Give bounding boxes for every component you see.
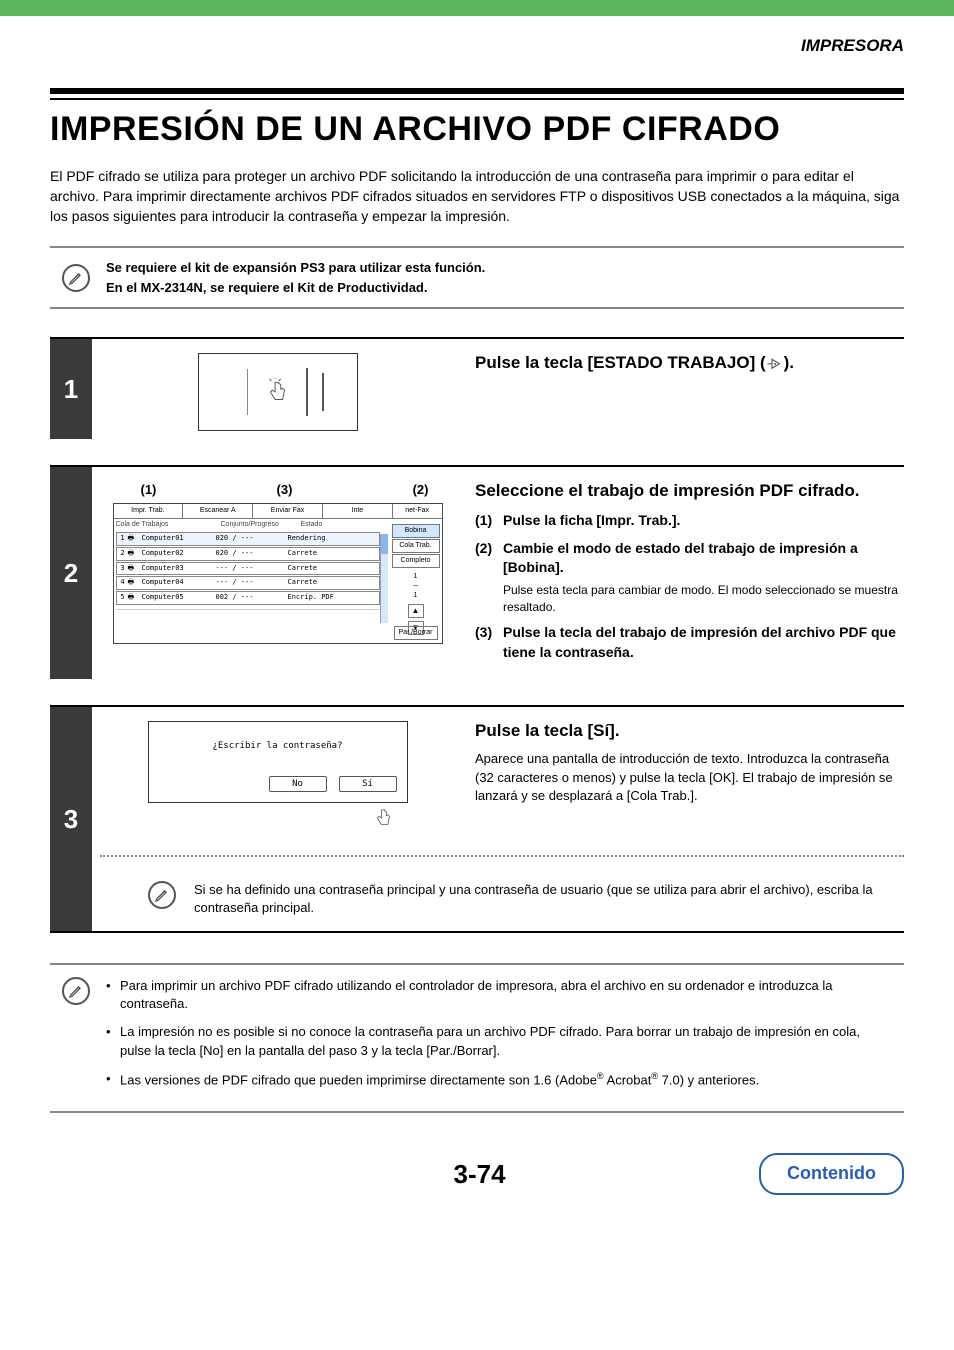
requirement-info-box: Se requiere el kit de expansión PS3 para… xyxy=(50,246,904,309)
printer-icon: 🖶 xyxy=(128,564,142,574)
step-3: 3 ¿Escribir la contraseña? No Sí xyxy=(50,705,904,934)
step-3-subnote-box: Si se ha definido una contraseña princip… xyxy=(100,875,904,923)
col-queue: Cola de Trabajos xyxy=(116,520,221,530)
job-row[interactable]: 5 🖶 Computer05 002 / --- Encrip. PDF xyxy=(116,591,380,605)
footer-bullet-3: Las versiones de PDF cifrado que pueden … xyxy=(106,1070,892,1090)
scrollbar[interactable] xyxy=(380,534,388,623)
job-row[interactable]: 3 🖶 Computer03 --- / --- Carrete xyxy=(116,562,380,576)
stop-delete-button[interactable]: Par./Borrar xyxy=(394,626,438,640)
step-2-heading: Seleccione el trabajo de impresión PDF c… xyxy=(475,479,904,503)
printer-icon: 🖶 xyxy=(128,593,142,603)
step-2-item-2: (2) Cambie el modo de estado del trabajo… xyxy=(475,539,904,616)
step-1-heading: Pulse la tecla [ESTADO TRABAJO] ( i). xyxy=(475,351,904,375)
pager-text: 1─1 xyxy=(392,572,440,601)
page-title: IMPRESIÓN DE UN ARCHIVO PDF CIFRADO xyxy=(50,106,904,154)
step-2-item-3: (3) Pulse la tecla del trabajo de impres… xyxy=(475,623,904,662)
svg-text:i: i xyxy=(775,362,776,366)
tap-hand-icon xyxy=(370,805,396,831)
printer-icon: 🖶 xyxy=(128,534,142,544)
tab-impr-trab[interactable]: Impr. Trab. xyxy=(114,504,184,518)
contents-button[interactable]: Contenido xyxy=(759,1153,904,1194)
callout-1: (1) xyxy=(141,481,157,499)
page-up-button[interactable]: ▲ xyxy=(408,604,424,618)
step-1-heading-prefix: Pulse la tecla [ESTADO TRABAJO] ( xyxy=(475,353,766,372)
pencil-note-icon xyxy=(62,264,90,292)
mode-cola-button[interactable]: Cola Trab. xyxy=(392,539,440,553)
col-progress: Conjunto/Progreso xyxy=(221,520,301,530)
step-3-subnote-text: Si se ha definido una contraseña princip… xyxy=(194,881,904,917)
job-tabs: Impr. Trab. Escanear A Enviar Fax Inte n… xyxy=(114,504,442,519)
step-1-heading-suffix: ). xyxy=(784,353,794,372)
page-container: IMPRESORA IMPRESIÓN DE UN ARCHIVO PDF CI… xyxy=(0,16,954,1225)
pencil-note-icon xyxy=(148,881,176,909)
dialog-si-button[interactable]: Sí xyxy=(339,776,397,792)
step-3-body: Aparece una pantalla de introducción de … xyxy=(475,750,904,805)
password-dialog: ¿Escribir la contraseña? No Sí xyxy=(148,721,408,804)
tab-netfax[interactable]: net-Fax xyxy=(393,504,442,518)
tab-escanear[interactable]: Escanear A xyxy=(183,504,253,518)
step-3-heading: Pulse la tecla [Sí]. xyxy=(475,719,904,743)
col-state: Estado xyxy=(301,520,351,530)
job-row[interactable]: 2 🖶 Computer02 020 / --- Carrete xyxy=(116,547,380,561)
mode-completo-button[interactable]: Completo xyxy=(392,554,440,568)
footer-bullet-2: La impresión no es posible si no conoce … xyxy=(106,1023,892,1059)
step-2-item-1: (1) Pulse la ficha [Impr. Trab.]. xyxy=(475,511,904,531)
section-label: IMPRESORA xyxy=(50,34,904,58)
mode-bobina-button[interactable]: Bobina xyxy=(392,524,440,538)
title-rule xyxy=(50,88,904,100)
step-1: 1 Pulse la tecla [ESTADO TRABAJO] ( i). xyxy=(50,337,904,439)
requirement-line-1: Se requiere el kit de expansión PS3 para… xyxy=(106,258,485,278)
printer-icon: 🖶 xyxy=(128,578,142,588)
job-row[interactable]: 4 🖶 Computer04 --- / --- Carrete xyxy=(116,576,380,590)
step-3-visual: ¿Escribir la contraseña? No Sí xyxy=(100,715,455,837)
callout-3: (3) xyxy=(277,481,293,499)
tab-enviar-fax[interactable]: Enviar Fax xyxy=(253,504,323,518)
intro-paragraph: El PDF cifrado se utiliza para proteger … xyxy=(50,167,904,226)
top-color-band xyxy=(0,0,954,16)
job-row[interactable]: 1 🖶 Computer01 020 / --- Rendering xyxy=(116,532,380,546)
footer-bullet-1: Para imprimir un archivo PDF cifrado uti… xyxy=(106,977,892,1013)
step-2-visual: (1) (3) (2) Impr. Trab. Escanear A Envia… xyxy=(100,475,455,670)
requirement-line-2: En el MX-2314N, se requiere el Kit de Pr… xyxy=(106,278,485,298)
step-number-1: 1 xyxy=(50,339,92,439)
tab-inte[interactable]: Inte xyxy=(323,504,393,518)
requirement-text: Se requiere el kit de expansión PS3 para… xyxy=(106,258,485,297)
pencil-note-icon xyxy=(62,977,90,1005)
step-2: 2 (1) (3) (2) Impr. Trab. Escanear A Env… xyxy=(50,465,904,678)
callout-2: (2) xyxy=(413,481,429,499)
page-number: 3-74 xyxy=(453,1156,505,1192)
status-key-icon: i xyxy=(766,357,784,371)
step-1-visual xyxy=(100,347,455,431)
page-footer: 3-74 Contenido xyxy=(50,1153,904,1194)
step-number-2: 2 xyxy=(50,467,92,678)
printer-icon: 🖶 xyxy=(128,549,142,559)
dotted-separator xyxy=(100,855,904,857)
dialog-question: ¿Escribir la contraseña? xyxy=(159,740,397,753)
footer-notes-box: Para imprimir un archivo PDF cifrado uti… xyxy=(50,963,904,1113)
step-2-item-2-note: Pulse esta tecla para cambiar de modo. E… xyxy=(503,582,904,616)
tap-hand-icon xyxy=(262,377,292,407)
dialog-no-button[interactable]: No xyxy=(269,776,327,792)
step-number-3: 3 xyxy=(50,707,92,932)
